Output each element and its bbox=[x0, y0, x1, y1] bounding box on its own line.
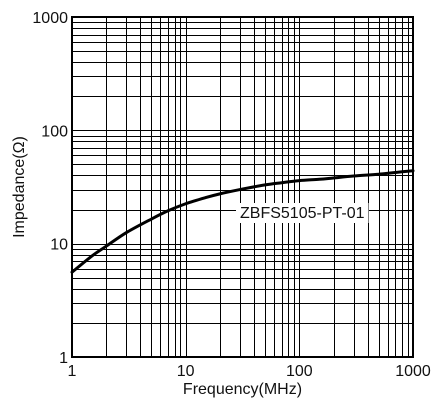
series-layer bbox=[70, 169, 415, 274]
x-tick-label: 100 bbox=[286, 363, 313, 380]
x-tick-label: 1 bbox=[68, 363, 77, 380]
y-axis-label: Impedance(Ω) bbox=[11, 136, 28, 238]
y-tick-label: 100 bbox=[41, 123, 68, 140]
x-axis-label: Frequency(MHz) bbox=[183, 381, 302, 398]
x-tick-labels: 1 10 100 1000 bbox=[68, 363, 431, 380]
y-tick-label: 1000 bbox=[32, 10, 68, 27]
y-tick-label: 1 bbox=[59, 350, 68, 367]
x-tick-label: 1000 bbox=[395, 363, 431, 380]
x-tick-label: 10 bbox=[177, 363, 195, 380]
annotation-label: ZBFS5105-PT-01 bbox=[240, 205, 365, 222]
y-tick-label: 10 bbox=[50, 237, 68, 254]
grid-lines bbox=[72, 17, 413, 358]
series-annotation: ZBFS5105-PT-01 bbox=[236, 203, 369, 223]
y-tick-labels: 1 10 100 1000 bbox=[32, 10, 68, 367]
plot-frame bbox=[71, 16, 414, 358]
annotation-background bbox=[236, 203, 369, 223]
series-line bbox=[70, 169, 415, 274]
